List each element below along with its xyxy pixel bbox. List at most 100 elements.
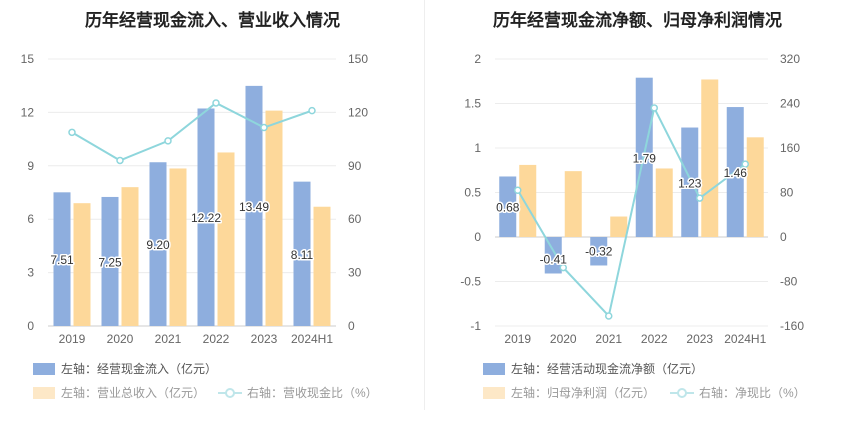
line-point: [68, 128, 76, 137]
legend-item-net-cash-ratio[interactable]: 右轴：净现比（%）: [670, 384, 806, 401]
left-axis-tick-label: 3: [27, 266, 34, 280]
x-axis-tick-label: 2021: [155, 332, 182, 345]
bar-series-2: [655, 168, 673, 237]
chart-title: 历年经营现金流净额、归母净利润情况: [493, 11, 782, 30]
legend-swatch: [33, 387, 55, 399]
left-axis-tick-label: 6: [27, 212, 34, 226]
line-point: [741, 160, 749, 168]
bar-series-1: [245, 85, 263, 327]
bar-data-label: -0.41: [540, 252, 568, 266]
legend-line-icon: [218, 388, 242, 398]
left-axis-tick-label: 2: [474, 52, 481, 66]
bar-series-1: [499, 176, 517, 237]
bar-series-1: [197, 108, 215, 326]
right-axis-tick-label: 150: [348, 52, 368, 66]
chart-plot: 0 0 3 30 6 60 9 90 12 120 15 150 2019 2020 2021 2022 202…: [21, 52, 369, 345]
bar-data-label: 7.25: [98, 255, 122, 269]
panel-divider: [424, 0, 425, 410]
x-axis-tick-label: 2024H1: [724, 332, 766, 345]
bar-series-1: [544, 237, 562, 274]
chart-title: 历年经营现金流入、营业收入情况: [85, 11, 340, 30]
bar-series-2: [610, 216, 628, 237]
bar-series-2: [217, 152, 235, 326]
bar-series-1: [590, 237, 608, 266]
legend-label: 左轴：经营现金流入（亿元）: [61, 362, 218, 376]
chart-panel-net-cash: 历年经营现金流净额、归母净利润情况 -1 -160 -0.5 -80 0 0 0.5 80 1 1…: [425, 0, 850, 437]
bar-series-2: [701, 79, 719, 237]
legend-label: 左轴：经营活动现金流净额（亿元）: [511, 362, 704, 376]
right-axis-tick-label: 320: [780, 52, 800, 66]
right-axis-tick-label: 160: [780, 141, 800, 155]
line-point: [116, 156, 124, 165]
legend-label: 右轴：净现比（%）: [699, 386, 806, 400]
x-axis-tick-label: 2019: [504, 332, 531, 345]
right-axis-tick-label: 90: [348, 159, 362, 173]
line-point: [164, 137, 172, 145]
line-point: [559, 263, 567, 272]
x-axis-tick-label: 2023: [686, 332, 713, 345]
left-axis-tick-label: 12: [21, 105, 35, 119]
right-axis-tick-label: 30: [348, 266, 362, 280]
right-axis-tick-label: 0: [780, 230, 787, 244]
bar-data-label: -0.32: [585, 244, 613, 258]
line-point: [650, 104, 658, 112]
left-axis-tick-label: 15: [21, 52, 35, 66]
line-series: [516, 104, 746, 319]
line-point: [260, 123, 268, 132]
bar-series-1: [293, 181, 311, 326]
line-point: [605, 312, 613, 320]
bar-series-2: [265, 110, 283, 327]
bar-data-label: 13.49: [239, 200, 269, 214]
bar-series-2: [746, 137, 764, 237]
left-axis-tick-label: 0: [474, 230, 481, 244]
x-axis-tick-label: 2021: [595, 332, 622, 345]
bar-series-1: [149, 162, 167, 326]
left-axis-tick-label: -1: [470, 319, 481, 333]
bar-series-1: [101, 196, 119, 326]
right-axis-tick-label: 80: [780, 186, 794, 200]
right-axis-tick-label: -80: [780, 275, 798, 289]
left-axis-tick-label: 0.5: [464, 186, 481, 200]
right-axis-tick-label: 60: [348, 212, 362, 226]
bar-series-2: [73, 203, 91, 326]
bar-data-label: 7.51: [50, 253, 74, 267]
legend-label: 左轴：营业总收入（亿元）: [61, 386, 206, 400]
bar-data-label: 1.23: [678, 176, 702, 190]
chart-plot: -1 -160 -0.5 -80 0 0 0.5 80 1 160 1.5 240 2 320 2019 20…: [460, 52, 804, 345]
right-axis-tick-label: -160: [780, 319, 804, 333]
line-point: [212, 99, 220, 107]
legend-swatch: [483, 387, 505, 399]
bar-data-label: 8.11: [291, 248, 314, 262]
legend-item-cash-ratio[interactable]: 右轴：营收现金比（%）: [218, 384, 378, 401]
x-axis-tick-label: 2023: [251, 332, 278, 345]
legend-item-cash-inflow[interactable]: 左轴：经营现金流入（亿元）: [33, 360, 217, 377]
right-axis-tick-label: 120: [348, 105, 368, 119]
bar-series-2: [313, 206, 331, 326]
line-point: [514, 186, 522, 195]
legend-item-net-cash[interactable]: 左轴：经营活动现金流净额（亿元）: [483, 360, 703, 377]
x-axis-tick-label: 2020: [107, 332, 134, 345]
bar-data-label: 12.22: [191, 211, 221, 225]
left-axis-tick-label: 1.5: [464, 97, 481, 111]
chart-panel-cash-inflow: 历年经营现金流入、营业收入情况 0 0 3 30 6 60 9 90 12 120 15 150 201…: [21, 11, 378, 401]
line-point: [696, 194, 704, 202]
bar-series-1: [53, 192, 71, 326]
legend-label: 右轴：营收现金比（%）: [247, 386, 378, 400]
bar-series-2: [169, 168, 187, 326]
bar-series-2: [519, 164, 537, 237]
legend-item-net-profit[interactable]: 左轴：归母净利润（亿元）: [483, 384, 655, 401]
bar-data-label: 1.79: [633, 151, 657, 165]
left-axis-tick-label: 0: [27, 319, 34, 333]
legend-swatch: [33, 363, 55, 375]
x-axis-tick-label: 2024H1: [291, 332, 333, 345]
legend-label: 左轴：归母净利润（亿元）: [511, 386, 656, 400]
line-point: [308, 106, 316, 115]
x-axis-tick-label: 2022: [641, 332, 668, 345]
left-axis-tick-label: 9: [27, 159, 34, 173]
bar-data-label: 1.46: [724, 166, 748, 180]
legend-swatch: [483, 363, 505, 375]
x-axis-tick-label: 2020: [550, 332, 577, 345]
bar-series-2: [121, 187, 139, 326]
legend-item-revenue[interactable]: 左轴：营业总收入（亿元）: [33, 384, 205, 401]
x-axis-tick-label: 2019: [59, 332, 86, 345]
